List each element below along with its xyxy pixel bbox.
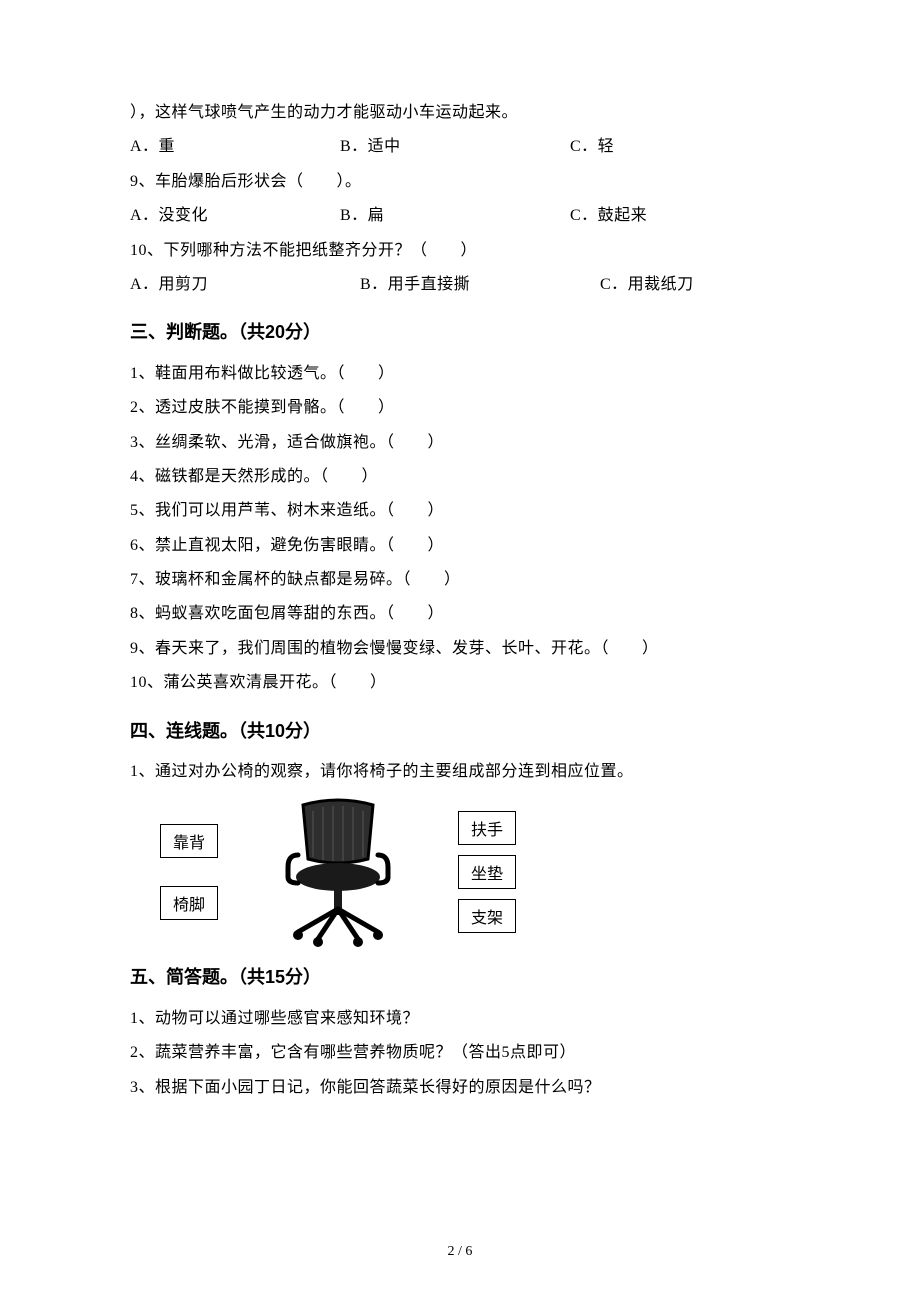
judge-8: 8、蚂蚁喜欢吃面包屑等甜的东西。（ ） [130, 597, 790, 631]
q10-opt-c: C．用裁纸刀 [600, 268, 790, 302]
judge-1: 1、鞋面用布料做比较透气。（ ） [130, 357, 790, 391]
q9-stem: 9、车胎爆胎后形状会（ ）。 [130, 165, 790, 199]
label-frame: 支架 [458, 899, 516, 933]
q9-opt-c: C．鼓起来 [570, 199, 790, 233]
judge-7: 7、玻璃杯和金属杯的缺点都是易碎。（ ） [130, 563, 790, 597]
label-backrest: 靠背 [160, 824, 218, 858]
judge-10: 10、蒲公英喜欢清晨开花。（ ） [130, 666, 790, 700]
short-3: 3、根据下面小园丁日记，你能回答蔬菜长得好的原因是什么吗？ [130, 1071, 790, 1105]
judge-4: 4、磁铁都是天然形成的。（ ） [130, 460, 790, 494]
section-4-heading: 四、连线题。（共10分） [130, 715, 790, 747]
section-5-heading: 五、简答题。（共15分） [130, 961, 790, 993]
q10-opt-a: A．用剪刀 [130, 268, 360, 302]
right-label-column: 扶手 坐垫 支架 [458, 811, 516, 933]
q9-opt-a: A．没变化 [130, 199, 340, 233]
q9-opt-b: B．扁 [340, 199, 570, 233]
chair-icon [268, 797, 408, 947]
judge-6: 6、禁止直视太阳，避免伤害眼睛。（ ） [130, 529, 790, 563]
page-number: 2 / 6 [0, 1244, 920, 1260]
label-cushion: 坐垫 [458, 855, 516, 889]
q10-stem: 10、下列哪种方法不能把纸整齐分开？（ ） [130, 234, 790, 268]
section-3-heading: 三、判断题。（共20分） [130, 316, 790, 348]
judge-2: 2、透过皮肤不能摸到骨骼。（ ） [130, 391, 790, 425]
judge-3: 3、丝绸柔软、光滑，适合做旗袍。（ ） [130, 426, 790, 460]
q8-continuation: ），这样气球喷气产生的动力才能驱动小车运动起来。 [130, 96, 790, 130]
connect-q1: 1、通过对办公椅的观察，请你将椅子的主要组成部分连到相应位置。 [130, 755, 790, 789]
q8-opt-a: A．重 [130, 130, 340, 164]
short-2: 2、蔬菜营养丰富，它含有哪些营养物质呢？（答出5点即可） [130, 1036, 790, 1070]
q8-opt-c: C．轻 [570, 130, 790, 164]
q10-opt-b: B．用手直接撕 [360, 268, 600, 302]
q8-options: A．重 B．适中 C．轻 [130, 130, 790, 164]
left-label-column: 靠背 椅脚 [160, 824, 218, 920]
q8-opt-b: B．适中 [340, 130, 570, 164]
judge-9: 9、春天来了，我们周围的植物会慢慢变绿、发芽、长叶、开花。（ ） [130, 632, 790, 666]
label-armrest: 扶手 [458, 811, 516, 845]
chair-diagram: 靠背 椅脚 扶手 坐垫 支架 [160, 797, 790, 947]
judge-5: 5、我们可以用芦苇、树木来造纸。（ ） [130, 494, 790, 528]
q10-options: A．用剪刀 B．用手直接撕 C．用裁纸刀 [130, 268, 790, 302]
q9-options: A．没变化 B．扁 C．鼓起来 [130, 199, 790, 233]
short-1: 1、动物可以通过哪些感官来感知环境？ [130, 1002, 790, 1036]
label-leg: 椅脚 [160, 886, 218, 920]
